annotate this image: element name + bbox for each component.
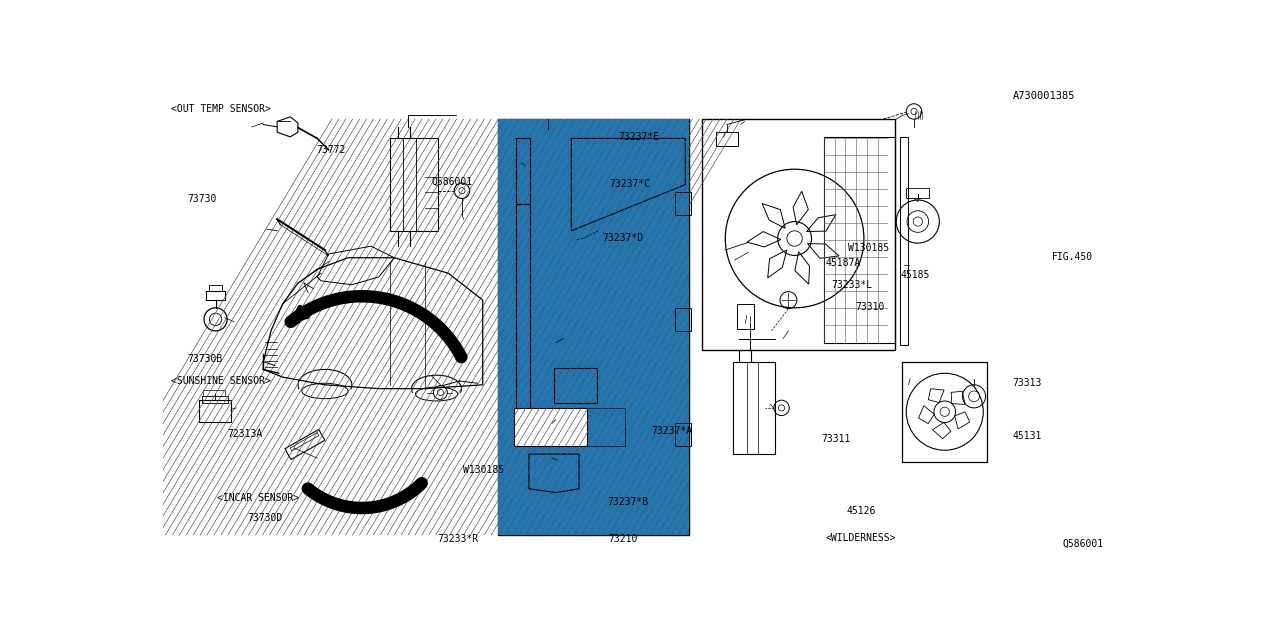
Text: <INCAR SENSOR>: <INCAR SENSOR> [218, 493, 300, 503]
Text: 73237*E: 73237*E [618, 132, 659, 142]
Bar [703, 119, 895, 350]
Bar [390, 138, 438, 231]
Text: Q586001: Q586001 [431, 176, 472, 186]
Bar [202, 396, 228, 403]
Bar [676, 192, 691, 216]
Text: 45126: 45126 [846, 506, 876, 516]
Bar [824, 137, 895, 343]
Text: <WILDERNESS>: <WILDERNESS> [826, 532, 896, 543]
Bar [733, 362, 776, 454]
Text: 45187A: 45187A [826, 258, 860, 268]
Bar [676, 308, 691, 331]
Text: 73237*C: 73237*C [609, 179, 650, 189]
Bar [206, 291, 225, 300]
Text: 73233*R: 73233*R [438, 534, 479, 544]
Text: 73210: 73210 [609, 534, 637, 544]
Text: 73237*D: 73237*D [603, 234, 644, 243]
Text: 73310: 73310 [855, 303, 884, 312]
Text: 73233*L: 73233*L [832, 280, 873, 290]
Bar [716, 132, 737, 146]
Bar [906, 188, 929, 198]
Text: 73730: 73730 [188, 194, 218, 204]
Text: 73237*B: 73237*B [608, 497, 649, 507]
Text: FIG.450: FIG.450 [1052, 252, 1093, 262]
Text: 45131: 45131 [1012, 431, 1042, 440]
Text: 73730B: 73730B [188, 354, 223, 364]
Bar [737, 304, 754, 328]
Text: <SUNSHINE SENSOR>: <SUNSHINE SENSOR> [172, 376, 271, 387]
Bar [498, 119, 689, 535]
Text: W130185: W130185 [463, 465, 504, 475]
Text: 73237*A: 73237*A [652, 426, 692, 436]
Text: Q586001: Q586001 [1062, 539, 1103, 549]
Bar [676, 423, 691, 447]
Text: 73313: 73313 [1012, 378, 1042, 388]
Bar [516, 138, 530, 204]
Text: 73730D: 73730D [247, 513, 282, 523]
Text: W130185: W130185 [849, 243, 890, 253]
Polygon shape [285, 429, 325, 460]
Text: 73311: 73311 [822, 434, 851, 444]
Text: 72313A: 72313A [228, 429, 262, 439]
Bar [209, 285, 223, 291]
Bar [198, 400, 230, 422]
Bar [554, 368, 596, 403]
Text: 73772: 73772 [316, 145, 346, 155]
Bar [513, 408, 586, 447]
Bar [900, 137, 908, 345]
Text: 45185: 45185 [900, 270, 929, 280]
Bar [499, 120, 689, 534]
Text: A730001385: A730001385 [1012, 90, 1075, 100]
Bar [498, 119, 689, 535]
Bar [902, 362, 987, 462]
Bar [204, 390, 225, 396]
Text: <OUT TEMP SENSOR>: <OUT TEMP SENSOR> [172, 104, 271, 114]
Bar [516, 204, 530, 435]
